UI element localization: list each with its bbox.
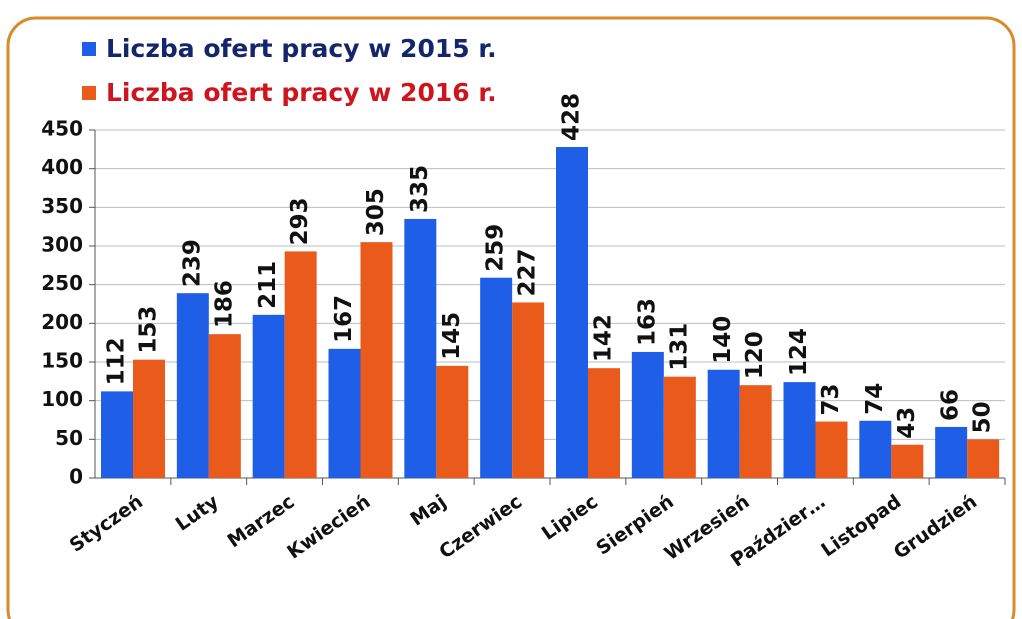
y-tick-label: 400	[41, 155, 83, 179]
value-label: 112	[104, 337, 130, 385]
bar	[935, 426, 968, 478]
bar	[556, 147, 588, 478]
bar	[252, 314, 285, 478]
value-label: 227	[515, 248, 541, 296]
value-label: 186	[211, 280, 237, 328]
y-tick-label: 150	[41, 349, 83, 373]
bar	[404, 218, 437, 478]
y-tick-label: 250	[41, 271, 83, 295]
value-label: 167	[331, 295, 357, 343]
bar	[328, 348, 361, 478]
bar	[512, 302, 545, 478]
bar	[360, 242, 393, 478]
y-tick-label: 0	[69, 465, 83, 489]
y-tick-label: 200	[41, 310, 83, 334]
y-tick-label: 50	[55, 426, 83, 450]
value-label: 211	[255, 261, 281, 309]
bar	[101, 391, 133, 478]
value-label: 140	[710, 316, 736, 364]
bar	[815, 421, 848, 478]
bar	[176, 293, 209, 478]
value-label: 293	[287, 197, 313, 245]
y-tick-label: 300	[41, 233, 83, 257]
bar	[588, 368, 620, 478]
value-label: 259	[483, 224, 509, 272]
bar	[284, 251, 317, 478]
bar	[480, 277, 513, 478]
legend-label: Liczba ofert pracy w 2016 r.	[106, 78, 497, 107]
bar	[859, 420, 892, 478]
value-label: 50	[970, 401, 996, 433]
bar	[436, 365, 469, 478]
value-label: 124	[786, 328, 812, 376]
value-label: 145	[439, 312, 465, 360]
value-label: 43	[894, 407, 920, 439]
y-tick-label: 450	[41, 117, 83, 141]
value-label: 305	[363, 188, 389, 236]
bar	[133, 359, 165, 478]
value-label: 163	[634, 298, 660, 346]
value-label: 73	[818, 384, 844, 416]
legend-swatch	[82, 86, 96, 100]
y-tick-label: 100	[41, 387, 83, 411]
value-label: 74	[862, 383, 888, 415]
value-label: 239	[179, 239, 205, 287]
value-label: 66	[938, 389, 964, 421]
bar	[663, 376, 696, 478]
bar	[739, 385, 772, 478]
bar	[967, 439, 1000, 478]
value-label: 120	[742, 331, 768, 379]
value-label: 428	[559, 93, 585, 141]
value-label: 335	[407, 165, 433, 213]
bar	[707, 369, 740, 478]
legend-label: Liczba ofert pracy w 2015 r.	[106, 34, 497, 63]
y-tick-label: 350	[41, 194, 83, 218]
bar	[631, 351, 664, 478]
value-label: 131	[666, 323, 692, 371]
value-label: 153	[136, 306, 162, 354]
bar	[783, 382, 816, 478]
bar	[208, 334, 241, 478]
legend-swatch	[82, 42, 96, 56]
bar	[891, 444, 924, 478]
value-label: 142	[591, 314, 617, 362]
